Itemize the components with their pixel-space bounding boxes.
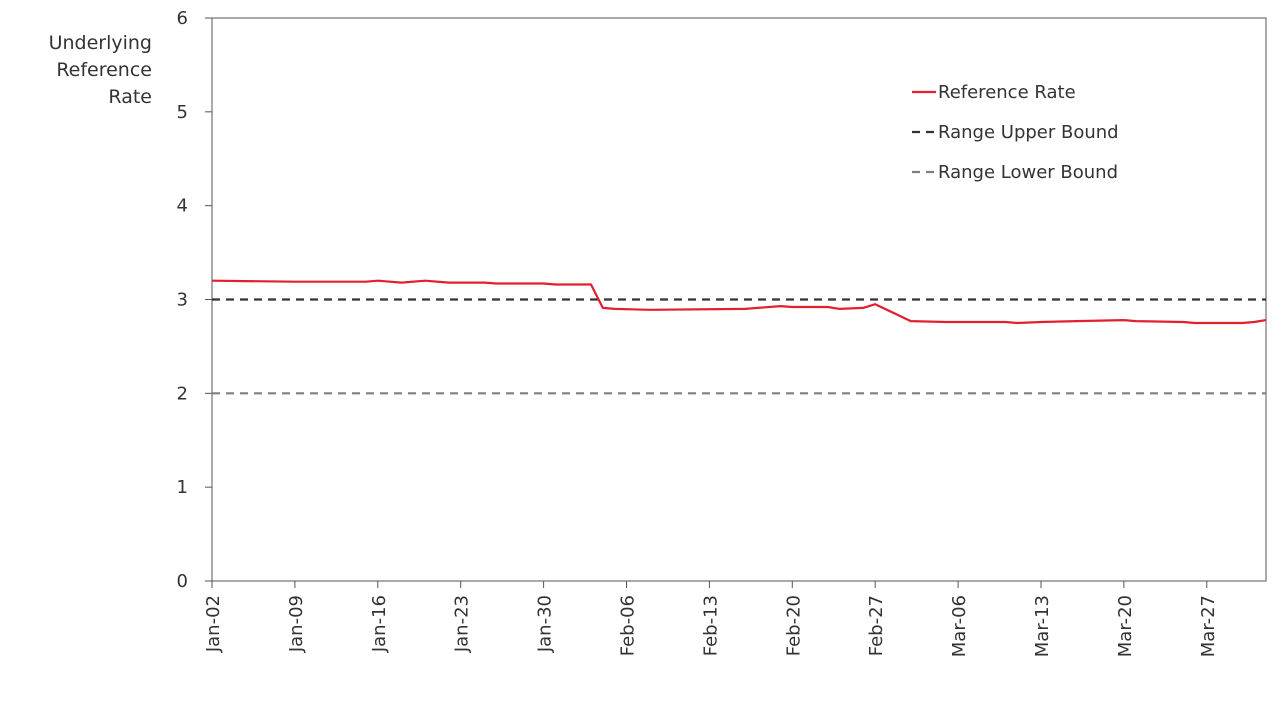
y-tick-label: 0 (177, 571, 188, 592)
reference-rate-line (211, 279, 1267, 325)
x-tick-label: Jan-02 (203, 595, 224, 653)
series-layer (211, 279, 1267, 395)
x-tick-label: Feb-06 (617, 595, 638, 656)
x-tick-label: Jan-16 (369, 595, 390, 653)
x-tick-label: Jan-09 (286, 595, 307, 653)
y-tick-label: 1 (177, 477, 188, 498)
y-axis-label-line-3: Rate (108, 86, 152, 108)
x-axis-ticks: Jan-02 Jan-09 Jan-16 Jan-23 Jan-30 Feb-06 Feb-… (203, 581, 1219, 657)
y-tick-label: 4 (177, 196, 188, 217)
y-tick-label: 6 (177, 8, 188, 29)
x-tick-label: Mar-06 (949, 595, 970, 657)
legend-label-range-lower-bound: Range Lower Bound (938, 162, 1118, 183)
legend-label-range-upper-bound: Range Upper Bound (938, 122, 1119, 143)
x-tick-label: Mar-27 (1198, 595, 1219, 657)
y-axis-label-line-2: Reference (56, 59, 152, 81)
x-tick-label: Feb-20 (783, 595, 804, 656)
x-tick-label: Feb-13 (700, 595, 721, 656)
x-tick-label: Jan-30 (535, 595, 556, 653)
x-tick-label: Feb-27 (866, 595, 887, 656)
y-axis-label-line-1: Underlying (48, 32, 152, 54)
legend-label-reference-rate: Reference Rate (938, 82, 1076, 103)
x-tick-label: Mar-20 (1115, 595, 1136, 657)
x-tick-label: Jan-23 (452, 595, 473, 653)
legend: Reference Rate Range Upper Bound Range Low… (912, 82, 1119, 183)
y-tick-label: 5 (177, 102, 188, 123)
y-tick-label: 2 (177, 383, 188, 404)
y-axis-ticks: 0 1 2 3 4 5 6 (177, 8, 212, 592)
y-tick-label: 3 (177, 290, 188, 311)
x-tick-label: Mar-13 (1032, 595, 1053, 657)
y-axis-label: Underlying Reference Rate (18, 30, 152, 111)
